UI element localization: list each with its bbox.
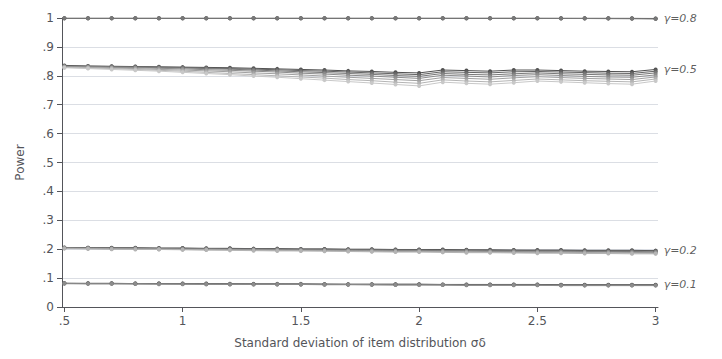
- svg-text:γ=0.2: γ=0.2: [664, 244, 697, 257]
- svg-text:γ=0.8: γ=0.8: [664, 12, 697, 25]
- svg-text:1: 1: [46, 11, 54, 25]
- svg-text:.9: .9: [43, 40, 54, 54]
- svg-text:γ=0.1: γ=0.1: [664, 278, 697, 291]
- svg-text:.2: .2: [43, 242, 54, 256]
- svg-text:.7: .7: [43, 98, 54, 112]
- svg-text:0: 0: [46, 300, 54, 314]
- svg-text:γ=0.5: γ=0.5: [664, 63, 697, 76]
- svg-text:.3: .3: [43, 213, 54, 227]
- svg-text:2.5: 2.5: [528, 314, 547, 328]
- svg-text:2: 2: [415, 314, 423, 328]
- svg-text:.8: .8: [43, 69, 54, 83]
- svg-text:3: 3: [652, 314, 660, 328]
- svg-text:.6: .6: [43, 127, 54, 141]
- svg-text:Power: Power: [13, 144, 27, 180]
- svg-text:Standard deviation of item dis: Standard deviation of item distribution …: [234, 336, 485, 350]
- svg-text:.1: .1: [43, 271, 54, 285]
- svg-text:1: 1: [179, 314, 187, 328]
- svg-text:.5: .5: [59, 314, 70, 328]
- svg-text:.4: .4: [43, 184, 54, 198]
- svg-text:.5: .5: [43, 156, 54, 170]
- svg-text:1.5: 1.5: [291, 314, 310, 328]
